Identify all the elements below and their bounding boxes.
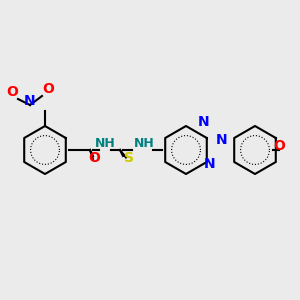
Text: S: S bbox=[124, 151, 134, 165]
Text: N: N bbox=[204, 157, 216, 171]
Text: O: O bbox=[273, 139, 285, 153]
Text: O: O bbox=[42, 82, 54, 96]
Text: N: N bbox=[216, 133, 228, 147]
Text: NH: NH bbox=[134, 137, 154, 150]
Text: N: N bbox=[24, 94, 36, 108]
Text: O: O bbox=[6, 85, 18, 99]
Text: N: N bbox=[198, 115, 210, 129]
Text: O: O bbox=[88, 151, 101, 165]
Text: NH: NH bbox=[94, 137, 116, 150]
